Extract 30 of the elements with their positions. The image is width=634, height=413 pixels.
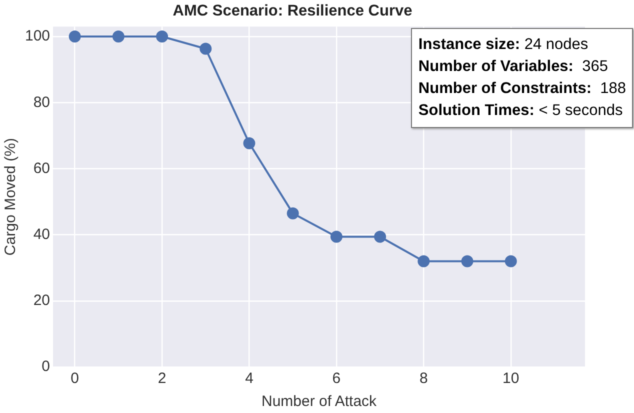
y-tick-label: 80 (33, 94, 50, 111)
x-tick-label: 6 (332, 370, 341, 388)
point (156, 30, 168, 43)
x-tick-label: 2 (158, 370, 166, 388)
point (461, 255, 474, 268)
x-tick-label: 10 (502, 370, 520, 388)
point (504, 255, 517, 268)
y-tick-label: 20 (33, 292, 50, 310)
annotation: Solution Times: < 5 seconds (418, 101, 624, 121)
x-tick-label: 8 (419, 370, 428, 388)
point (330, 230, 342, 243)
chart-title: AMC Scenario: Resilience Curve (172, 2, 413, 20)
y-tick-label: 60 (33, 160, 50, 177)
point (200, 42, 212, 55)
x-tick-label: 4 (245, 370, 254, 388)
point (243, 137, 256, 150)
annotation: Instance size: 24 nodes (418, 35, 590, 55)
y-tick-label: 40 (33, 226, 50, 243)
point (418, 255, 430, 268)
point (286, 207, 299, 220)
x-axis-title: Number of Attack (261, 393, 378, 410)
x-tick-label: 0 (70, 370, 79, 388)
y-tick-label: 0 (42, 358, 50, 376)
point (112, 30, 124, 43)
point (68, 30, 81, 43)
annotation: Number of Variables: 365 (418, 57, 609, 77)
point (374, 230, 386, 243)
annotation: Number of Constraints: 188 (418, 79, 626, 99)
y-axis-title: Cargo Moved (%) (2, 138, 20, 256)
y-tick-label: 100 (24, 28, 50, 45)
